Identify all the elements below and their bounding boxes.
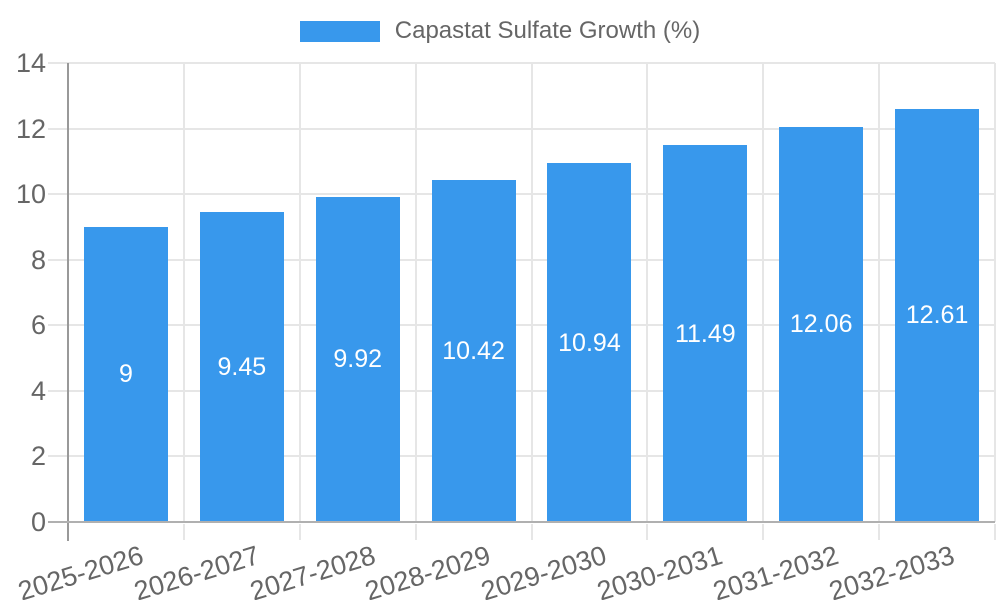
bar-value-label: 9.45 <box>217 353 267 382</box>
y-tick-label: 6 <box>30 310 46 341</box>
y-axis-tick <box>48 389 68 392</box>
v-gridline <box>530 63 533 522</box>
bar-value-label: 12.06 <box>789 310 853 339</box>
x-tick-label: 2026-2027 <box>130 540 263 600</box>
x-axis-tick <box>878 524 881 540</box>
v-gridline <box>878 63 881 522</box>
bar-2025-2026[interactable]: 9 <box>83 226 168 522</box>
x-axis-tick <box>414 524 417 540</box>
bar-value-label: 10.42 <box>442 337 505 366</box>
y-tick-label: 0 <box>30 507 46 537</box>
v-gridline <box>414 63 417 522</box>
y-tick-label: 12 <box>15 113 46 144</box>
x-axis-tick <box>646 524 649 540</box>
bar-value-label: 12.61 <box>905 301 969 330</box>
y-tick-label: 8 <box>30 244 46 275</box>
bar-2029-2030[interactable]: 10.94 <box>547 163 632 522</box>
bar-value-label: 10.94 <box>558 328 621 357</box>
y-axis-tick <box>48 193 68 196</box>
v-gridline <box>298 63 301 522</box>
bar-2031-2032[interactable]: 12.06 <box>779 126 864 522</box>
x-tick-label: 2027-2028 <box>246 540 379 600</box>
y-axis-tick <box>48 324 68 327</box>
legend[interactable]: Capastat Sulfate Growth (%) <box>0 18 1000 44</box>
y-tick-label: 10 <box>15 179 46 210</box>
x-tick-label: 2032-2033 <box>825 540 958 600</box>
x-axis-tick <box>762 524 765 540</box>
bar-2032-2033[interactable]: 12.61 <box>895 108 980 522</box>
bar-2028-2029[interactable]: 10.42 <box>431 180 516 522</box>
v-gridline <box>646 63 649 522</box>
x-axis-tick <box>994 524 996 540</box>
y-axis-tick <box>48 127 68 130</box>
legend-swatch <box>299 20 380 42</box>
x-tick-label: 2029-2030 <box>477 540 611 600</box>
x-tick-label: 2030-2031 <box>593 540 727 600</box>
y-axis-tick <box>48 258 68 261</box>
x-tick-label: 2025-2026 <box>14 540 147 600</box>
y-tick-label: 2 <box>30 441 46 472</box>
bar-2027-2028[interactable]: 9.92 <box>315 196 400 522</box>
x-tick-label: 2028-2029 <box>362 540 495 600</box>
bar-value-label: 9 <box>118 360 133 389</box>
v-gridline <box>994 63 996 522</box>
bar-2030-2031[interactable]: 11.49 <box>663 145 748 522</box>
bar-2026-2027[interactable]: 9.45 <box>199 212 284 522</box>
v-gridline <box>182 63 185 522</box>
y-axis-line <box>67 63 69 541</box>
y-tick-label: 4 <box>30 375 46 406</box>
x-axis-tick <box>530 524 533 540</box>
x-tick-label: 2031-2032 <box>709 540 842 600</box>
y-axis-tick <box>48 62 68 64</box>
legend-label: Capastat Sulfate Growth (%) <box>394 17 701 44</box>
x-axis-tick <box>298 524 301 540</box>
x-axis-line <box>48 521 995 523</box>
bar-value-label: 11.49 <box>674 319 736 348</box>
bar-value-label: 9.92 <box>333 345 383 374</box>
v-gridline <box>762 63 765 522</box>
x-axis-tick <box>182 524 185 540</box>
y-tick-label: 14 <box>15 48 46 78</box>
y-axis-tick <box>48 455 68 458</box>
